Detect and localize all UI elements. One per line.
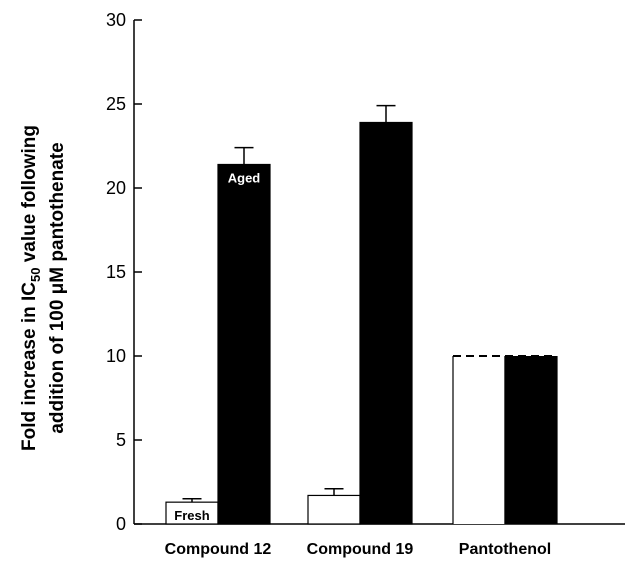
- y-axis-label-line2: addition of 100 μM pantothenate: [47, 142, 68, 433]
- y-tick-label: 5: [116, 430, 126, 450]
- y-tick-label: 10: [106, 346, 126, 366]
- bar-annotation-fresh: Fresh: [174, 508, 209, 523]
- bar-series2-compound-19: [359, 121, 413, 525]
- bar-series1-compound-19: [307, 494, 361, 525]
- bar-annotation-aged: Aged: [228, 170, 261, 185]
- x-category-label: Pantothenol: [459, 541, 551, 558]
- bar-series2-pantothenol: [505, 356, 557, 524]
- x-category-label: Compound 19: [307, 541, 414, 558]
- bar-series2-compound-12: [217, 163, 271, 525]
- y-axis-label-line1: Fold increase in IC50 value following: [19, 125, 43, 451]
- bar-series1-pantothenol: [453, 356, 505, 524]
- y-tick-label: 15: [106, 262, 126, 282]
- y-tick-label: 25: [106, 94, 126, 114]
- x-category-label: Compound 12: [165, 541, 272, 558]
- y-tick-label: 20: [106, 178, 126, 198]
- y-tick-label: 30: [106, 10, 126, 30]
- y-tick-label: 0: [116, 514, 126, 534]
